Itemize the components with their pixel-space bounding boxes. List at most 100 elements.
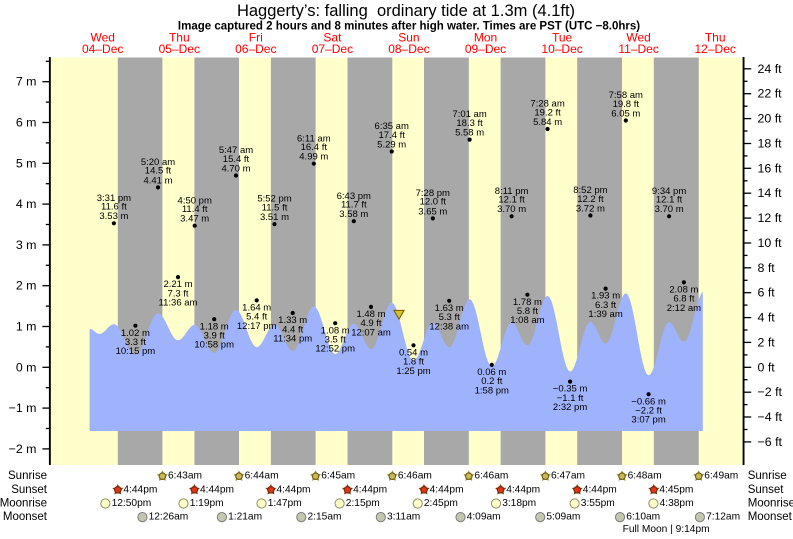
svg-text:6:10am: 6:10am [626,512,660,523]
svg-text:2 m: 2 m [16,279,37,293]
svg-text:5.58 m: 5.58 m [455,128,484,139]
svg-text:Sunset: Sunset [11,484,48,496]
svg-text:12:17 pm: 12:17 pm [237,321,277,332]
svg-text:7:58 am: 7:58 am [609,90,643,101]
svg-text:04–Dec: 04–Dec [82,42,123,56]
svg-text:2:45pm: 2:45pm [424,498,458,509]
svg-text:7:28 am: 7:28 am [530,99,564,110]
svg-text:6.05 m: 6.05 m [611,108,640,119]
svg-text:4:50 pm: 4:50 pm [178,195,212,206]
svg-text:4:44pm: 4:44pm [430,484,464,495]
svg-text:6:48am: 6:48am [628,471,662,482]
svg-text:4:45pm: 4:45pm [659,484,693,495]
svg-text:6:47am: 6:47am [551,471,585,482]
svg-text:4:09am: 4:09am [467,512,501,523]
svg-text:3:07 pm: 3:07 pm [631,415,665,426]
svg-text:1:39 am: 1:39 am [588,309,622,320]
svg-text:Full Moon | 9:14pm: Full Moon | 9:14pm [623,524,710,535]
svg-text:6:45am: 6:45am [321,471,355,482]
svg-text:1:19pm: 1:19pm [190,498,224,509]
svg-text:−2 ft: −2 ft [758,385,783,399]
svg-text:8:11 pm: 8:11 pm [495,186,529,197]
svg-text:0 m: 0 m [16,360,37,374]
svg-text:5.3 ft: 5.3 ft [439,312,460,323]
svg-text:0.54 m: 0.54 m [399,347,428,358]
svg-text:6:43am: 6:43am [168,471,202,482]
svg-text:4:44pm: 4:44pm [506,484,540,495]
svg-text:1.02 m: 1.02 m [121,328,150,339]
svg-text:18.3 ft: 18.3 ft [456,118,483,129]
svg-text:1.18 m: 1.18 m [200,321,229,332]
svg-text:−2.2 ft: −2.2 ft [635,406,662,417]
svg-text:3.3 ft: 3.3 ft [125,337,146,348]
svg-text:4:44pm: 4:44pm [583,484,617,495]
svg-text:6:46am: 6:46am [474,471,508,482]
svg-text:09–Dec: 09–Dec [465,42,506,56]
svg-text:15.4 ft: 15.4 ft [223,154,250,165]
svg-text:19.2 ft: 19.2 ft [534,107,561,118]
svg-text:12:07 am: 12:07 am [351,327,391,338]
svg-text:Wed: Wed [90,31,114,45]
svg-text:−0.35 m: −0.35 m [553,384,588,395]
svg-text:4.9 ft: 4.9 ft [360,318,381,329]
svg-text:4.70 m: 4.70 m [221,163,250,174]
svg-text:Image captured 2 hours and 8 m: Image captured 2 hours and 8 minutes aft… [178,20,640,32]
svg-text:7:28 pm: 7:28 pm [416,188,450,199]
svg-text:Sunrise: Sunrise [748,470,787,482]
svg-text:0 ft: 0 ft [758,360,776,374]
svg-text:5.84 m: 5.84 m [533,117,562,128]
svg-text:1.33 m: 1.33 m [278,315,307,326]
svg-text:1:58 pm: 1:58 pm [475,385,509,396]
svg-text:1:47pm: 1:47pm [268,498,302,509]
svg-text:2:12 am: 2:12 am [667,303,701,314]
svg-text:7:01 am: 7:01 am [452,109,486,120]
svg-text:22 ft: 22 ft [758,87,783,101]
svg-text:06–Dec: 06–Dec [235,42,276,56]
svg-text:12:50pm: 12:50pm [112,498,152,509]
svg-text:1:08 am: 1:08 am [510,315,544,326]
svg-text:3.5 ft: 3.5 ft [325,335,346,346]
svg-text:4.41 m: 4.41 m [143,175,172,186]
svg-text:1.08 m: 1.08 m [321,325,350,336]
svg-text:5:52 pm: 5:52 pm [257,194,291,205]
svg-text:1.8 ft: 1.8 ft [403,357,424,368]
svg-text:8 ft: 8 ft [758,261,776,275]
svg-text:4:44pm: 4:44pm [353,484,387,495]
svg-text:0.06 m: 0.06 m [477,367,506,378]
svg-text:4.4 ft: 4.4 ft [282,324,303,335]
svg-text:5:20 am: 5:20 am [141,157,175,168]
svg-text:3.47 m: 3.47 m [180,214,209,225]
svg-text:12:38 am: 12:38 am [429,321,469,332]
svg-text:Haggerty’s: falling ordinary: Haggerty’s: falling ordinary tide at 1.3… [237,2,575,20]
svg-text:11–Dec: 11–Dec [618,42,658,56]
svg-text:4.99 m: 4.99 m [299,152,328,163]
svg-text:4:44pm: 4:44pm [200,484,234,495]
svg-text:−4 ft: −4 ft [758,410,783,424]
svg-text:6 ft: 6 ft [758,286,776,300]
svg-text:4:44pm: 4:44pm [277,484,311,495]
svg-text:0.2 ft: 0.2 ft [481,376,502,387]
svg-text:4 m: 4 m [16,197,37,211]
svg-text:08–Dec: 08–Dec [388,42,429,56]
svg-text:7.3 ft: 7.3 ft [167,288,188,299]
svg-text:2:15am: 2:15am [308,512,342,523]
svg-text:Sunset: Sunset [748,484,785,496]
svg-text:1.48 m: 1.48 m [356,309,385,320]
svg-text:3.70 m: 3.70 m [497,204,526,215]
svg-text:Thu: Thu [705,31,726,45]
svg-text:Mon: Mon [474,31,497,45]
svg-text:4 ft: 4 ft [758,311,776,325]
svg-text:2:15pm: 2:15pm [346,498,380,509]
svg-text:6:46am: 6:46am [398,471,432,482]
svg-text:2.21 m: 2.21 m [163,279,192,290]
svg-text:Sun: Sun [398,31,419,45]
svg-text:3.58 m: 3.58 m [339,209,368,220]
svg-text:12.2 ft: 12.2 ft [577,194,604,205]
svg-text:3.72 m: 3.72 m [576,203,605,214]
svg-text:6:11 am: 6:11 am [297,133,331,144]
svg-text:4:38pm: 4:38pm [660,498,694,509]
svg-text:9:34 pm: 9:34 pm [652,186,686,197]
svg-text:12.1 ft: 12.1 ft [498,195,525,206]
svg-text:3.65 m: 3.65 m [418,206,447,217]
svg-text:19.8 ft: 19.8 ft [613,99,640,110]
